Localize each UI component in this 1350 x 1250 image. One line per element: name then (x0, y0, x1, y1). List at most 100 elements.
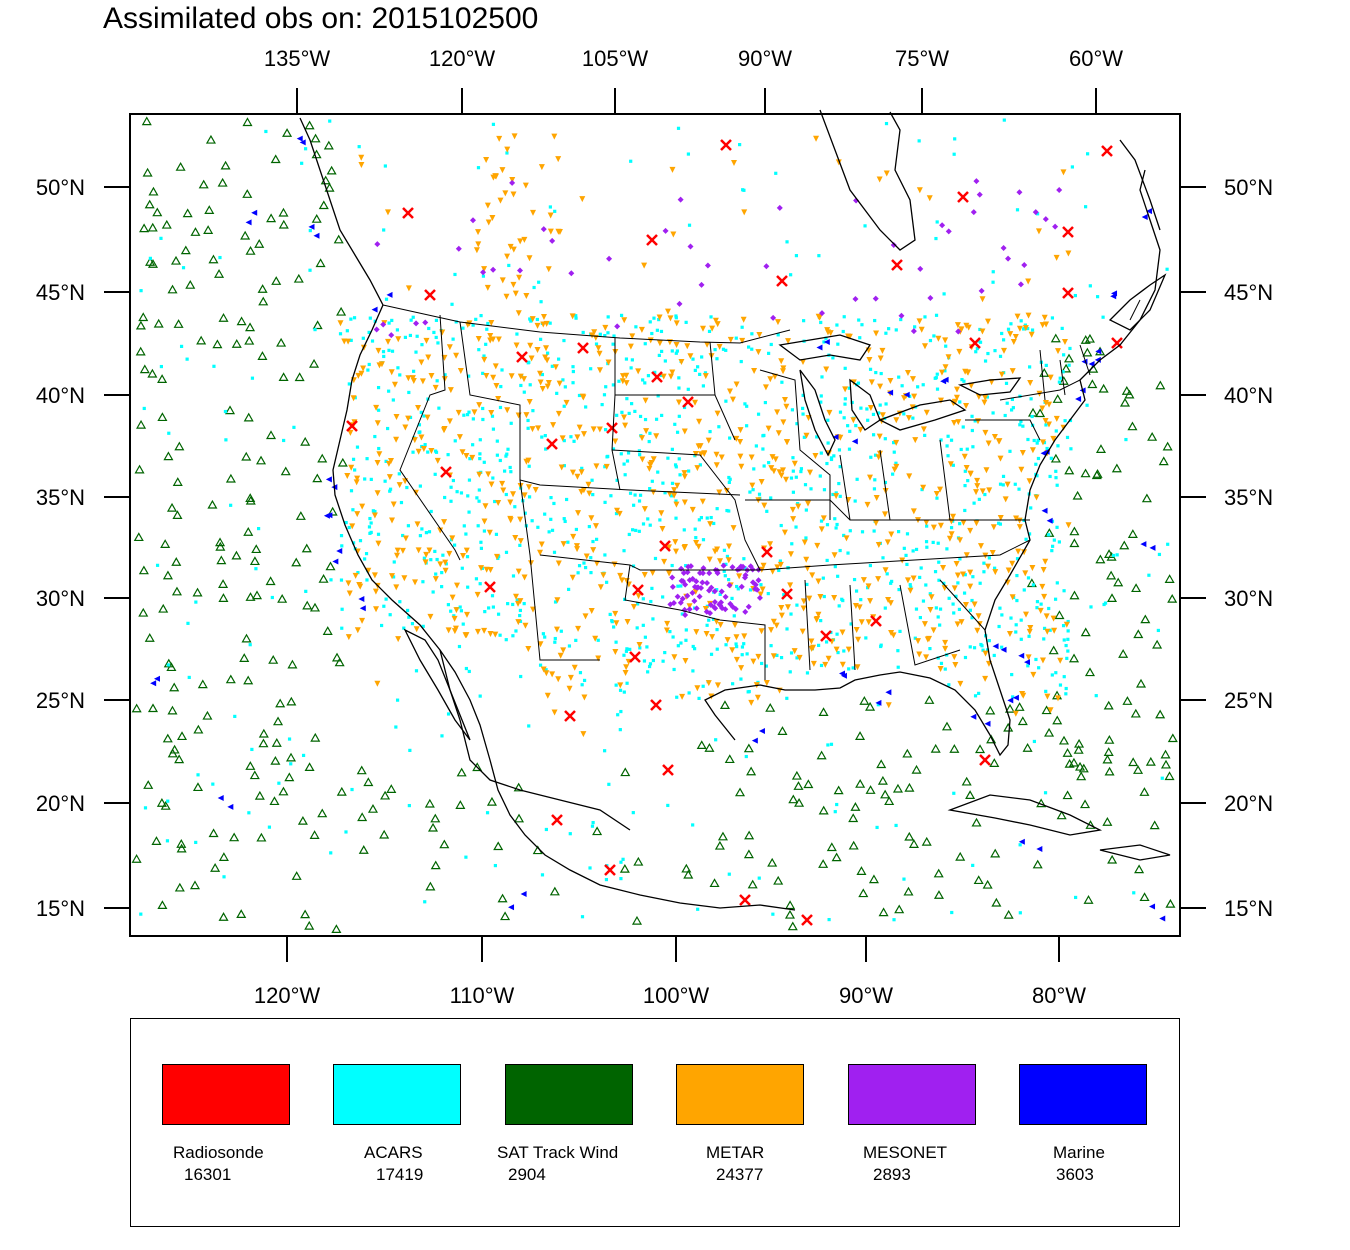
metar-marker (739, 337, 746, 344)
acars-marker (857, 318, 861, 322)
sat-track-wind-marker (904, 831, 915, 841)
acars-marker (860, 323, 864, 327)
acars-marker (935, 496, 939, 500)
metar-marker (814, 542, 821, 549)
metar-marker (963, 403, 970, 410)
mesonet-marker (917, 265, 924, 272)
marine-marker (326, 512, 333, 519)
metar-marker (478, 565, 485, 572)
acars-marker (691, 669, 695, 673)
metar-marker (673, 341, 680, 348)
acars-marker (715, 627, 719, 632)
acars-marker (555, 391, 559, 395)
metar-marker (378, 361, 385, 368)
acars-marker (742, 188, 746, 192)
metar-marker (973, 520, 980, 527)
acars-marker (745, 652, 749, 656)
mesonet-marker (380, 321, 387, 328)
metar-marker (517, 598, 524, 605)
sat-track-wind-marker (734, 787, 746, 797)
metar-marker (800, 605, 807, 612)
acars-marker (530, 519, 534, 523)
acars-marker (1036, 438, 1040, 442)
acars-marker (1009, 616, 1013, 620)
marine-marker (217, 794, 224, 801)
acars-marker (970, 414, 974, 418)
metar-marker (484, 202, 491, 209)
acars-marker (794, 525, 798, 529)
mesonet-marker (679, 595, 686, 602)
metar-marker (839, 629, 846, 636)
acars-marker (529, 319, 533, 323)
sat-track-wind-marker (249, 770, 260, 780)
sat-track-wind-marker (251, 544, 262, 554)
acars-marker (879, 371, 883, 376)
sat-track-wind-marker (1118, 649, 1129, 658)
metar-marker (681, 428, 688, 435)
acars-marker (349, 338, 353, 342)
mesonet-marker (976, 191, 983, 198)
radiosonde-marker (776, 275, 788, 287)
acars-marker (504, 638, 508, 642)
marine-marker (1036, 845, 1043, 852)
acars-marker (956, 581, 960, 585)
metar-marker (815, 313, 822, 320)
acars-marker (303, 147, 308, 151)
acars-marker (194, 840, 198, 845)
acars-marker (745, 404, 749, 408)
metar-marker (596, 426, 603, 433)
sat-track-wind-marker (1127, 529, 1138, 538)
acars-marker (913, 325, 917, 329)
acars-marker (1062, 589, 1066, 593)
sat-track-wind-marker (243, 675, 254, 685)
acars-marker (648, 320, 652, 324)
acars-marker (1019, 419, 1023, 423)
sat-track-wind-marker (833, 785, 844, 795)
sat-track-wind-marker (965, 790, 976, 799)
mesonet-marker (422, 319, 429, 326)
metar-marker (556, 228, 563, 235)
sat-track-wind-marker (902, 748, 913, 758)
sat-track-wind-marker (1103, 747, 1114, 756)
sat-track-wind-marker (1062, 748, 1073, 757)
acars-marker (660, 413, 664, 418)
acars-marker (670, 563, 674, 568)
acars-marker (482, 529, 486, 533)
acars-marker (395, 698, 400, 702)
acars-marker (838, 548, 842, 553)
lat-label-right: 35°N (1224, 485, 1273, 510)
sat-track-wind-marker (357, 812, 368, 822)
sat-track-wind-marker (1128, 757, 1139, 767)
acars-marker (567, 644, 572, 648)
metar-marker (527, 342, 534, 349)
sat-track-wind-marker (224, 405, 236, 415)
lat-label-left: 20°N (36, 791, 85, 816)
acars-marker (725, 508, 729, 513)
acars-marker (571, 369, 575, 374)
metar-marker (463, 547, 470, 554)
acars-marker (953, 137, 957, 141)
acars-marker (391, 398, 395, 402)
mesonet-marker (1032, 209, 1039, 216)
acars-marker (615, 413, 619, 417)
marine-marker (296, 135, 303, 142)
sat-track-wind-marker (203, 225, 214, 234)
acars-marker (884, 121, 889, 126)
sat-track-wind-marker (975, 744, 986, 754)
metar-marker (951, 585, 958, 592)
metar-marker (359, 503, 366, 510)
acars-marker (478, 694, 482, 698)
metar-marker (866, 474, 873, 481)
sat-track-wind-marker (251, 590, 263, 600)
acars-marker (937, 578, 941, 582)
acars-marker (962, 591, 967, 595)
metar-marker (717, 558, 724, 565)
metar-marker (1055, 695, 1062, 702)
acars-marker (1115, 553, 1119, 557)
acars-marker (983, 359, 988, 363)
acars-marker (962, 379, 966, 383)
acars-marker (655, 328, 659, 332)
acars-marker (390, 318, 394, 323)
metar-marker (732, 622, 739, 629)
sat-track-wind-marker (631, 915, 643, 925)
